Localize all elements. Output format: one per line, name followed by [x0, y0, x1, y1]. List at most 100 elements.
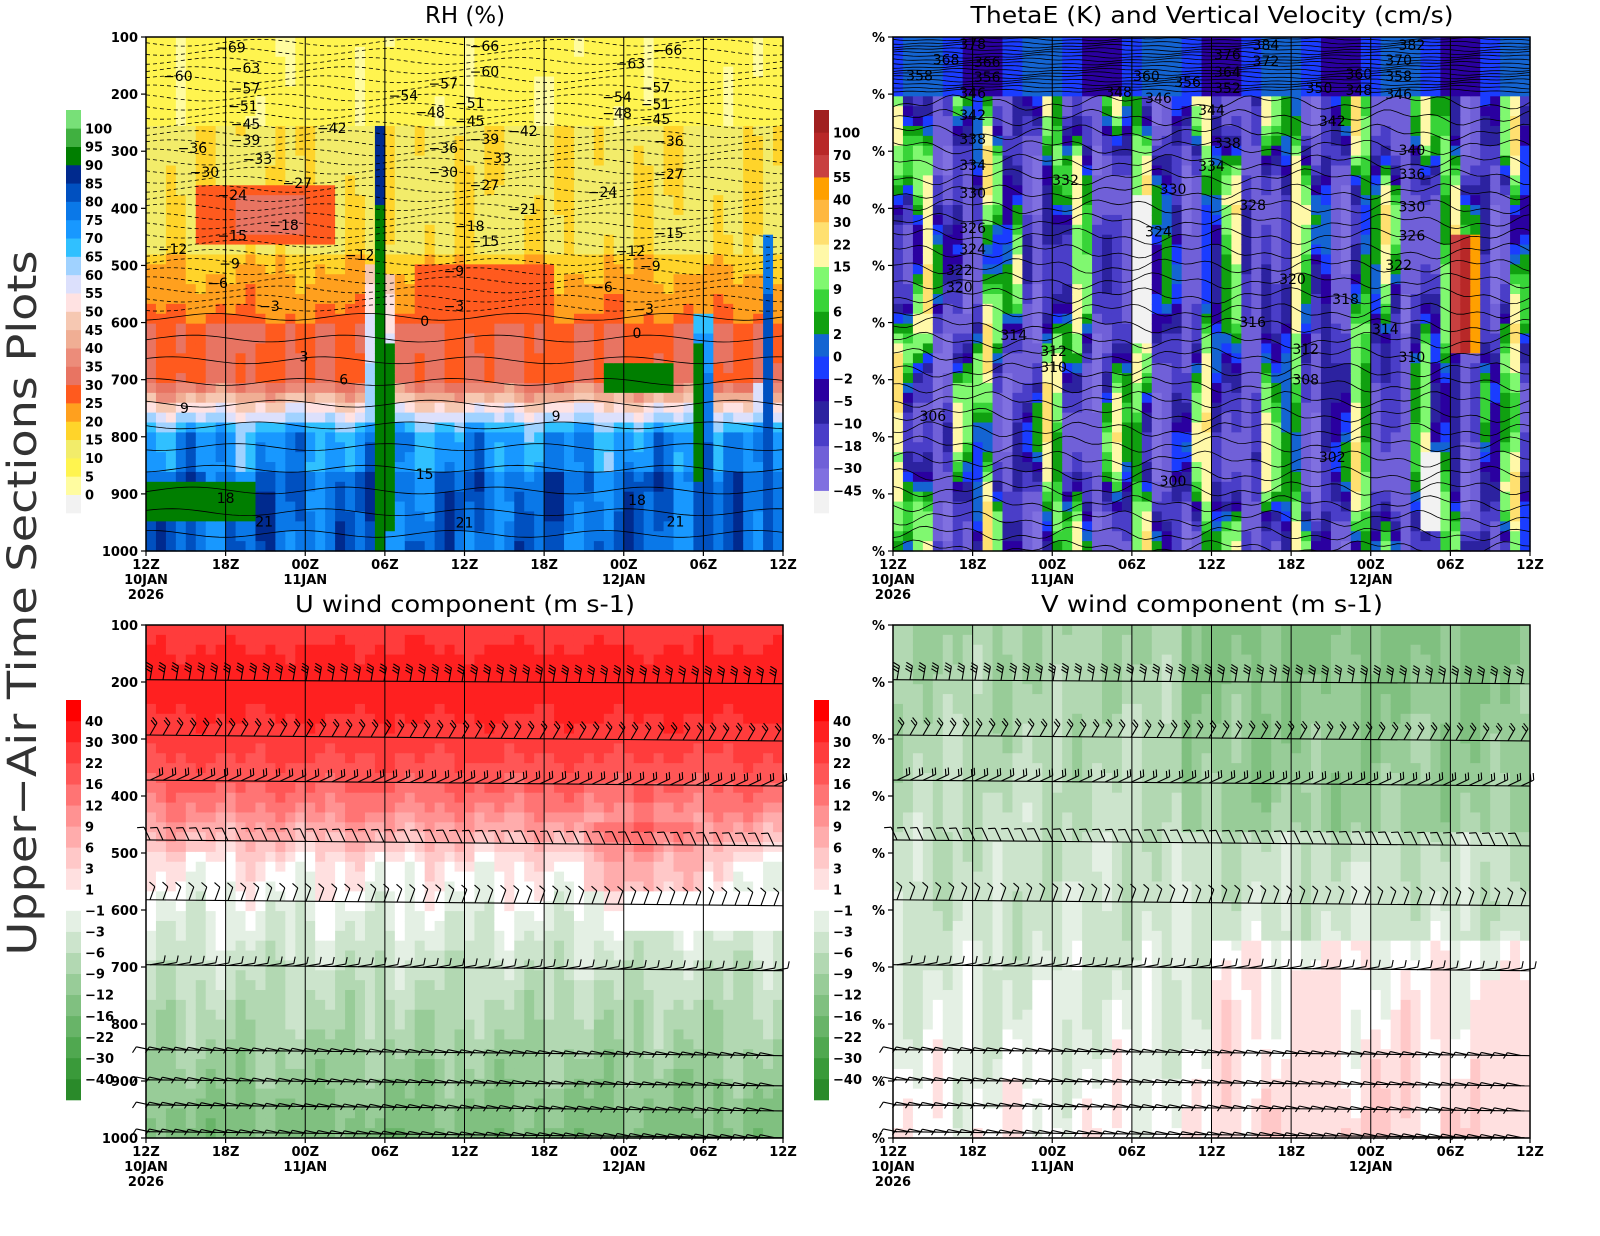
contour-label: −45	[231, 117, 261, 133]
field-cell	[663, 175, 675, 186]
field-cell	[255, 234, 267, 246]
field-cell	[305, 531, 316, 542]
field-cell	[583, 244, 595, 256]
field-cell	[1121, 254, 1133, 265]
field-cell	[713, 175, 724, 186]
field-cell	[912, 274, 924, 285]
field-cell	[424, 76, 436, 88]
field-cell	[992, 452, 1004, 463]
field-cell	[374, 195, 386, 206]
field-cell	[673, 155, 685, 167]
field-cell	[335, 244, 346, 256]
field-cell	[554, 37, 565, 48]
field-cell	[962, 382, 974, 394]
field-cell	[474, 323, 485, 335]
field-cell	[205, 541, 217, 552]
field-cell	[384, 284, 396, 295]
field-cell	[454, 422, 466, 433]
field-cell	[663, 481, 675, 493]
field-cell	[952, 254, 964, 265]
field-cell	[673, 264, 685, 275]
contour-label: −9	[640, 259, 661, 275]
field-cell	[554, 76, 565, 88]
field-cell	[544, 373, 555, 384]
field-cell	[315, 353, 326, 364]
field-cell	[613, 284, 625, 295]
field-cell	[733, 511, 744, 522]
field-cell	[653, 442, 665, 453]
field-cell	[245, 86, 257, 97]
field-cell	[1151, 481, 1163, 493]
field-cell	[603, 412, 615, 424]
field-cell	[225, 373, 237, 384]
field-cell	[165, 264, 177, 275]
field-cell	[1002, 353, 1014, 364]
field-cell	[454, 511, 466, 522]
field-cell	[673, 195, 685, 206]
field-cell	[1092, 452, 1103, 463]
field-cell	[305, 481, 316, 493]
field-cell	[504, 284, 515, 295]
field-cell	[703, 531, 714, 542]
field-cell	[434, 46, 446, 58]
field-cell	[464, 205, 476, 216]
field-cell	[1042, 165, 1053, 176]
field-cell	[245, 442, 257, 453]
field-cell	[285, 452, 296, 463]
field-cell	[902, 165, 914, 176]
field-cell	[215, 155, 227, 167]
field-cell	[1161, 462, 1173, 473]
field-cell	[623, 343, 635, 354]
field-cell	[484, 353, 495, 364]
contour-label: −12	[345, 248, 375, 264]
date-label: 12JAN	[602, 573, 646, 588]
field-cell	[1072, 145, 1083, 157]
field-cell	[653, 155, 665, 167]
field-cell	[1002, 333, 1014, 345]
field-cell	[374, 511, 386, 522]
field-cell	[195, 462, 207, 473]
field-cell	[922, 244, 934, 256]
field-cell	[1032, 96, 1043, 107]
field-cell	[763, 66, 774, 78]
field-cell	[225, 66, 237, 78]
field-cell	[1121, 294, 1133, 305]
field-cell	[534, 452, 545, 463]
field-cell	[175, 412, 187, 424]
field-cell	[325, 264, 336, 275]
field-cell	[315, 531, 326, 542]
field-cell	[1032, 37, 1043, 48]
field-cell	[1052, 432, 1063, 443]
field-cell	[683, 303, 695, 315]
field-cell	[733, 442, 744, 453]
field-cell	[942, 125, 954, 137]
field-cell	[763, 363, 774, 374]
field-cell	[424, 501, 436, 513]
field-cell	[1151, 76, 1163, 88]
field-cell	[1111, 452, 1123, 463]
field-cell	[623, 86, 635, 97]
field-cell	[404, 135, 416, 147]
field-cell	[603, 432, 615, 443]
field-cell	[992, 145, 1004, 157]
field-cell	[1042, 56, 1053, 68]
field-cell	[514, 145, 525, 157]
field-cell	[295, 66, 306, 78]
field-cell	[643, 76, 655, 88]
field-cell	[902, 116, 914, 127]
field-cell	[444, 491, 456, 503]
field-cell	[643, 491, 655, 503]
field-cell	[753, 214, 764, 226]
contour-line	[145, 102, 784, 111]
field-cell	[474, 422, 485, 433]
field-cell	[155, 541, 167, 552]
field-cell	[673, 56, 685, 68]
field-cell	[345, 165, 356, 176]
field-cell	[1032, 462, 1043, 473]
field-cell	[185, 432, 197, 443]
field-cell	[235, 244, 247, 256]
field-cell	[165, 501, 177, 513]
field-cell	[374, 76, 386, 88]
field-cell	[763, 452, 774, 463]
field-cell	[1032, 382, 1043, 394]
